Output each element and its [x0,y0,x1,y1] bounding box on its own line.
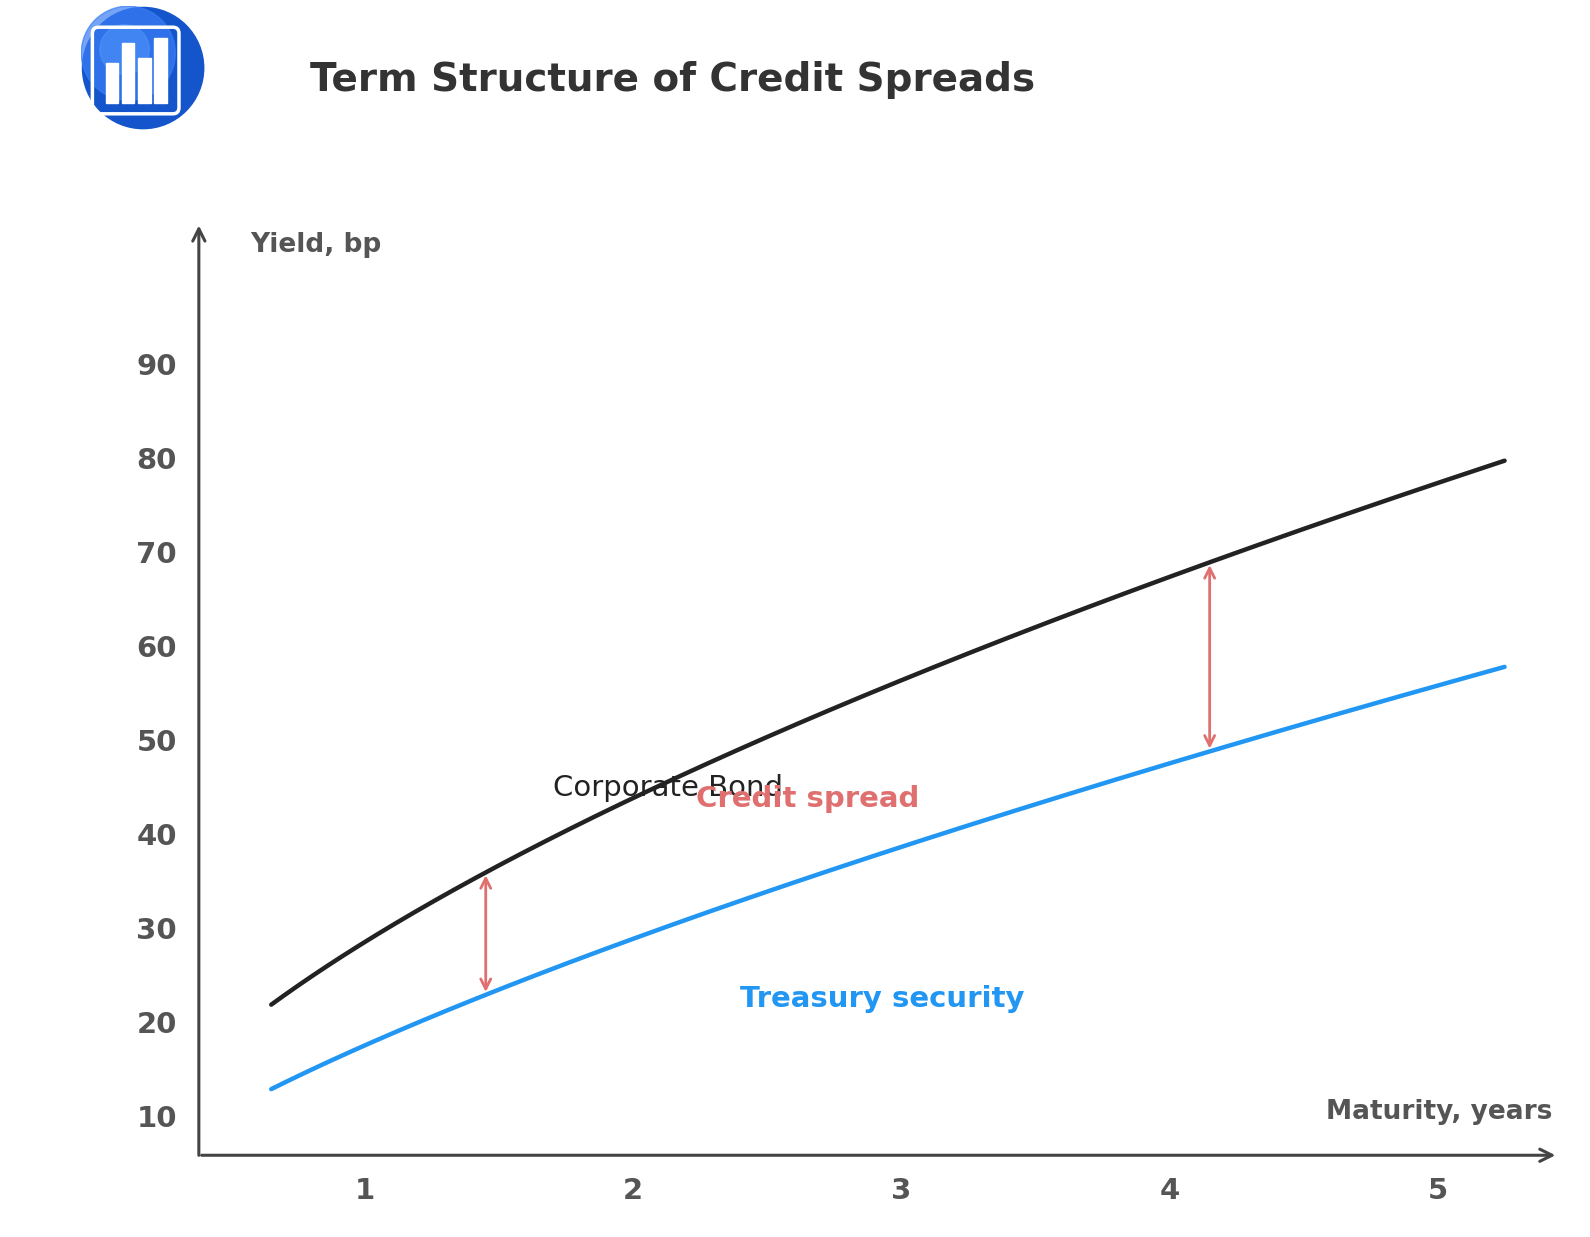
Circle shape [83,7,204,129]
Bar [122,43,135,103]
Bar [154,38,167,103]
Circle shape [81,6,175,100]
Text: Yield, bp: Yield, bp [250,233,382,259]
Text: Term Structure of Credit Spreads: Term Structure of Credit Spreads [310,62,1035,99]
Circle shape [100,25,149,74]
Bar [107,63,118,103]
Text: Credit spread: Credit spread [696,784,919,813]
Text: Corporate Bond: Corporate Bond [553,774,782,802]
Text: Maturity, years: Maturity, years [1326,1100,1553,1126]
Bar [138,58,151,103]
Text: Treasury security: Treasury security [741,986,1026,1013]
